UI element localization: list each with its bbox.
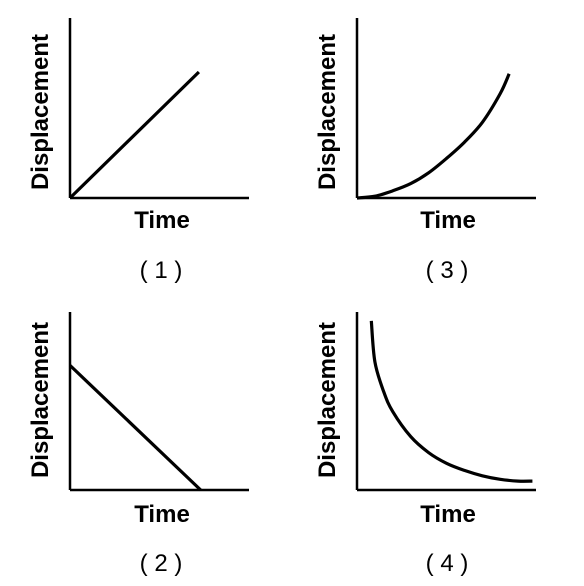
y-axis-label-1: Displacement (27, 34, 54, 190)
x-axis-label-1: Time (134, 207, 190, 234)
y-axis-label-4: Displacement (314, 322, 341, 478)
series-line-4 (369, 320, 533, 483)
x-axis-label-4: Time (420, 501, 476, 528)
panel-label-2: ( 2 ) (140, 550, 183, 577)
chart-panel-3: Displacement Time ( 3 ) (314, 18, 536, 284)
y-axis-label-2: Displacement (27, 322, 54, 478)
series-line-1 (68, 70, 200, 200)
chart-panel-1: Displacement Time ( 1 ) (27, 18, 249, 284)
series-line-2 (68, 364, 202, 492)
chart-panel-4: Displacement Time ( 4 ) (314, 312, 536, 577)
panel-label-1: ( 1 ) (140, 257, 183, 284)
series-line-3 (356, 73, 511, 200)
panel-label-3: ( 3 ) (426, 257, 469, 284)
x-axis-label-3: Time (420, 207, 476, 234)
chart-panel-2: Displacement Time ( 2 ) (27, 312, 249, 577)
x-axis-label-2: Time (134, 501, 190, 528)
panel-label-4: ( 4 ) (426, 550, 469, 577)
y-axis-label-3: Displacement (314, 34, 341, 190)
